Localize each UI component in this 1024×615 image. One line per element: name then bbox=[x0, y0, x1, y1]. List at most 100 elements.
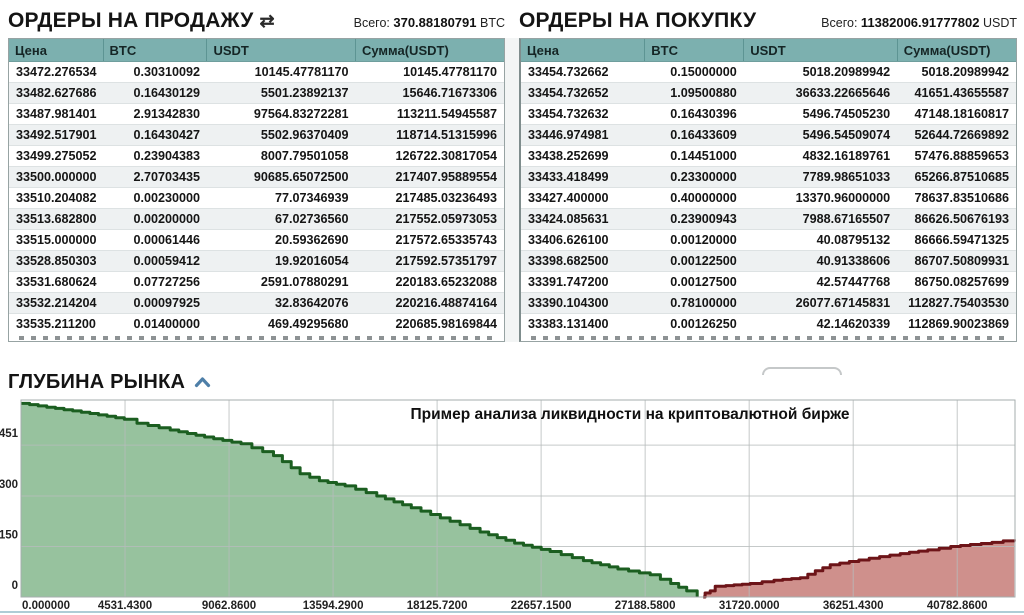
sell-orders-header-row: Цена BTC USDT Сумма(USDT) bbox=[9, 39, 504, 62]
price-cell: 33433.418499 bbox=[521, 166, 645, 188]
price-cell: 33406.626100 bbox=[521, 229, 645, 251]
value-cell: 47148.18160817 bbox=[897, 103, 1016, 125]
order-row[interactable]: 33528.850303 0.00059412 19.92016054 217592.… bbox=[9, 250, 504, 272]
value-cell: 67.02736560 bbox=[206, 208, 356, 230]
order-row[interactable]: 33510.204082 0.00230000 77.07346939 217485.… bbox=[9, 187, 504, 209]
order-row[interactable]: 33482.627686 0.16430129 5501.23892137 15646… bbox=[9, 82, 504, 104]
order-row[interactable]: 33492.517901 0.16430427 5502.96370409 11871… bbox=[9, 124, 504, 146]
price-cell: 33391.747200 bbox=[521, 271, 645, 293]
order-row[interactable]: 33406.626100 0.00120000 40.08795132 86666.5… bbox=[521, 229, 1016, 251]
column-header: Цена bbox=[9, 39, 104, 62]
market-depth-header: ГЛУБИНА РЫНКА bbox=[8, 371, 211, 394]
value-cell: 0.23900943 bbox=[644, 208, 744, 230]
value-cell: 0.15000000 bbox=[644, 61, 744, 83]
order-row[interactable]: 33391.747200 0.00127500 42.57447768 86750.0… bbox=[521, 271, 1016, 293]
order-row[interactable]: 33398.682500 0.00122500 40.91338606 86707.5… bbox=[521, 250, 1016, 272]
collapse-chevron-icon[interactable] bbox=[194, 375, 211, 393]
value-cell: 40.91338606 bbox=[743, 250, 898, 272]
price-cell: 33383.131400 bbox=[521, 313, 645, 334]
order-row[interactable]: 33472.276534 0.30310092 10145.47781170 1014… bbox=[9, 61, 504, 83]
buy-depth-cumulative-line bbox=[703, 539, 1016, 599]
value-cell: 217407.95889554 bbox=[355, 166, 504, 188]
buy-orders-table-wrap: Цена BTC USDT Сумма(USDT) 33454.732662 0.150… bbox=[519, 38, 1017, 342]
value-cell: 0.01400000 bbox=[103, 313, 207, 334]
buy-depth-cumulative-area bbox=[703, 539, 1015, 597]
value-cell: 0.40000000 bbox=[644, 187, 744, 209]
price-cell: 33513.682800 bbox=[9, 208, 104, 230]
total-unit: BTC bbox=[480, 16, 505, 30]
order-row[interactable]: 33500.000000 2.70703435 90685.65072500 2174… bbox=[9, 166, 504, 188]
x-tick-label: 13594.2900 bbox=[303, 600, 364, 612]
value-cell: 0.14451000 bbox=[644, 145, 744, 167]
tables-divider bbox=[505, 38, 519, 342]
sell-orders-total: Всего: 370.88180791 BTC bbox=[354, 15, 505, 30]
order-row[interactable]: 33499.275052 0.23904383 8007.79501058 12672… bbox=[9, 145, 504, 167]
value-cell: 118714.51315996 bbox=[355, 124, 504, 146]
order-row[interactable]: 33433.418499 0.23300000 7789.98651033 65266… bbox=[521, 166, 1016, 188]
value-cell: 78637.83510686 bbox=[897, 187, 1016, 209]
column-header: USDT bbox=[743, 39, 898, 62]
sell-orders-table-wrap: Цена BTC USDT Сумма(USDT) 33472.276534 0.303… bbox=[8, 38, 505, 342]
total-unit: USDT bbox=[982, 16, 1017, 30]
order-row[interactable]: 33390.104300 0.78100000 26077.67145831 1128… bbox=[521, 292, 1016, 314]
order-row[interactable]: 33487.981401 2.91342830 97564.83272281 1132… bbox=[9, 103, 504, 125]
order-row[interactable]: 33383.131400 0.00126250 42.14620339 112869.… bbox=[521, 313, 1016, 334]
value-cell: 20.59362690 bbox=[206, 229, 356, 251]
order-row[interactable]: 33454.732662 0.15000000 5018.20989942 5018.… bbox=[521, 61, 1016, 83]
value-cell: 0.00230000 bbox=[103, 187, 207, 209]
value-cell: 0.00061446 bbox=[103, 229, 207, 251]
value-cell: 52644.72669892 bbox=[897, 124, 1016, 146]
sell-orders-title-text: ОРДЕРЫ НА ПРОДАЖУ bbox=[8, 9, 254, 32]
value-cell: 0.00059412 bbox=[103, 250, 207, 272]
order-row[interactable]: 33535.211200 0.01400000 469.49295680 220685… bbox=[9, 313, 504, 334]
price-cell: 33482.627686 bbox=[9, 82, 104, 104]
order-row[interactable]: 33438.252699 0.14451000 4832.16189761 57476… bbox=[521, 145, 1016, 167]
order-row[interactable]: 33515.000000 0.00061446 20.59362690 217572.… bbox=[9, 229, 504, 251]
total-value: 11382006.91777802 bbox=[860, 15, 980, 30]
order-row[interactable]: 33531.680624 0.07727256 2591.07880291 22018… bbox=[9, 271, 504, 293]
value-cell: 0.00126250 bbox=[644, 313, 744, 334]
value-cell: 7789.98651033 bbox=[743, 166, 898, 188]
value-cell: 42.57447768 bbox=[743, 271, 898, 293]
plot-border bbox=[20, 399, 1016, 598]
order-row[interactable]: 33454.732632 0.16430396 5496.74505230 47148… bbox=[521, 103, 1016, 125]
sell-depth-cumulative-area bbox=[21, 403, 698, 597]
value-cell: 1.09500880 bbox=[644, 82, 744, 104]
value-cell: 77.07346939 bbox=[206, 187, 356, 209]
value-cell: 15646.71673306 bbox=[355, 82, 504, 104]
orderbook-tables: Цена BTC USDT Сумма(USDT) 33472.276534 0.303… bbox=[8, 38, 1017, 342]
swap-icon[interactable]: ⇄ bbox=[259, 11, 275, 31]
value-cell: 86707.50809931 bbox=[897, 250, 1016, 272]
price-cell: 33454.732652 bbox=[521, 82, 645, 104]
value-cell: 19.92016054 bbox=[206, 250, 356, 272]
order-row[interactable]: 33427.400000 0.40000000 13370.96000000 7863… bbox=[521, 187, 1016, 209]
sell-orders-title: ОРДЕРЫ НА ПРОДАЖУ ⇄ bbox=[8, 9, 275, 33]
order-row[interactable]: 33532.214204 0.00097925 32.83642076 220216.… bbox=[9, 292, 504, 314]
value-cell: 4832.16189761 bbox=[743, 145, 898, 167]
buy-orders-title: ОРДЕРЫ НА ПОКУПКУ bbox=[519, 9, 757, 32]
chart-title: Пример анализа ликвидности на криптовалю… bbox=[410, 406, 849, 423]
x-tick-label: 40782.8600 bbox=[927, 600, 988, 612]
bottom-divider-line bbox=[0, 611, 1024, 613]
order-row[interactable]: 33454.732652 1.09500880 36633.22665646 4165… bbox=[521, 82, 1016, 104]
price-cell: 33424.085631 bbox=[521, 208, 645, 230]
value-cell: 220183.65232088 bbox=[355, 271, 504, 293]
price-cell: 33472.276534 bbox=[9, 61, 104, 83]
value-cell: 90685.65072500 bbox=[206, 166, 356, 188]
value-cell: 86750.08257699 bbox=[897, 271, 1016, 293]
value-cell: 41651.43655587 bbox=[897, 82, 1016, 104]
value-cell: 0.00097925 bbox=[103, 292, 207, 314]
order-row[interactable]: 33424.085631 0.23900943 7988.67165507 86626… bbox=[521, 208, 1016, 230]
price-cell: 33438.252699 bbox=[521, 145, 645, 167]
value-cell: 5502.96370409 bbox=[206, 124, 356, 146]
order-row[interactable]: 33446.974981 0.16433609 5496.54509074 52644… bbox=[521, 124, 1016, 146]
value-cell: 220685.98169844 bbox=[355, 313, 504, 334]
price-cell: 33390.104300 bbox=[521, 292, 645, 314]
value-cell: 10145.47781170 bbox=[355, 61, 504, 83]
value-cell: 0.00127500 bbox=[644, 271, 744, 293]
price-cell: 33446.974981 bbox=[521, 124, 645, 146]
value-cell: 26077.67145831 bbox=[743, 292, 898, 314]
buy-orders-total: Всего: 11382006.91777802 USDT bbox=[821, 15, 1017, 30]
order-row[interactable]: 33513.682800 0.00200000 67.02736560 217552.… bbox=[9, 208, 504, 230]
